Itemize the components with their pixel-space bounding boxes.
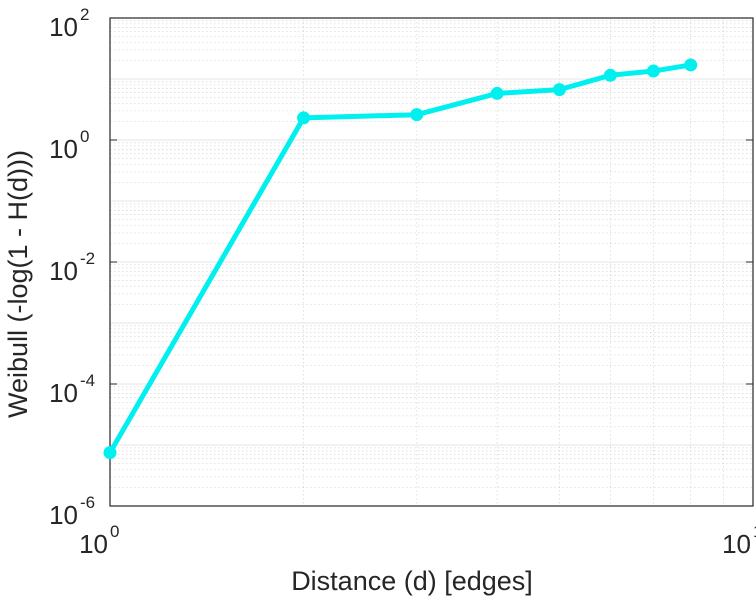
- y-tick-label: 10 -6: [49, 493, 95, 530]
- y-tick-base: 10: [49, 256, 78, 286]
- data-point: [297, 111, 311, 125]
- y-tick-base: 10: [49, 134, 78, 164]
- x-tick-exponent: 0: [110, 522, 119, 541]
- series-layer: [103, 58, 698, 460]
- y-tick-exponent: -2: [80, 249, 95, 268]
- x-axis-label: Distance (d) [edges]: [291, 566, 533, 596]
- y-tick-exponent: -4: [80, 371, 95, 390]
- y-tick-label: 10 0: [49, 127, 89, 164]
- y-tick-label: 10 -2: [49, 249, 95, 286]
- data-point: [552, 83, 566, 97]
- y-tick-base: 10: [49, 12, 78, 42]
- y-tick-exponent: 2: [80, 5, 89, 24]
- grid: [110, 18, 753, 506]
- y-tick-exponent: -6: [80, 493, 95, 512]
- x-tick-label: 10 0: [79, 522, 119, 559]
- series-line: [107, 62, 694, 456]
- y-tick-base: 10: [49, 500, 78, 530]
- data-point: [684, 58, 698, 72]
- data-point: [410, 108, 424, 122]
- y-tick-label: 10 -4: [49, 371, 95, 408]
- x-tick-base: 10: [79, 529, 108, 559]
- x-tick-base: 10: [722, 529, 751, 559]
- y-tick-label: 10 2: [49, 5, 89, 42]
- tick-labels: 10-610-410-2100102100101: [49, 5, 756, 559]
- tick-marks: [109, 17, 754, 507]
- data-point: [490, 86, 504, 100]
- data-point: [646, 64, 660, 78]
- x-tick-exponent: 1: [753, 522, 756, 541]
- y-tick-base: 10: [49, 378, 78, 408]
- data-point: [603, 68, 617, 82]
- data-point: [103, 446, 117, 460]
- y-axis-label: Weibull (-log(1 - H(d))): [3, 150, 33, 418]
- x-tick-label: 101: [722, 522, 756, 559]
- y-tick-exponent: 0: [80, 127, 89, 146]
